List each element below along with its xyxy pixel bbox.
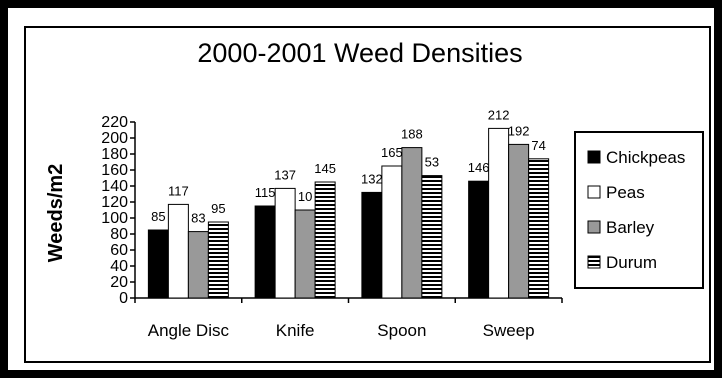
legend-label-durum: Durum — [606, 253, 657, 272]
y-tick-label: 60 — [110, 242, 128, 259]
legend-swatch-barley — [587, 220, 601, 234]
bar-barley — [294, 209, 316, 299]
x-category-label: Knife — [276, 321, 315, 340]
legend-swatch-chickpeas — [587, 150, 601, 164]
data-label: 212 — [488, 107, 510, 122]
data-label: 165 — [381, 145, 403, 160]
bar-barley — [401, 147, 423, 299]
bar-peas — [274, 187, 296, 299]
bar-chickpeas — [468, 180, 490, 299]
bars-group — [147, 127, 550, 299]
data-label: 83 — [191, 211, 205, 226]
y-tick-label: 20 — [110, 274, 128, 291]
data-label: 145 — [314, 161, 336, 176]
y-tick-label: 200 — [101, 130, 128, 147]
y-tick-label: 180 — [101, 146, 128, 163]
legend-label-peas: Peas — [606, 183, 645, 202]
legend-swatch-durum — [587, 255, 601, 269]
x-category-label: Sweep — [483, 321, 535, 340]
y-tick-label: 140 — [101, 178, 128, 195]
bar-barley — [187, 231, 209, 299]
chart-title: 2000-2001 Weed Densities — [197, 38, 522, 68]
bar-durum — [421, 175, 443, 299]
bar-peas — [488, 127, 510, 299]
data-label: 115 — [255, 185, 276, 200]
y-tick-label: 40 — [110, 258, 128, 275]
y-tick-label: 0 — [119, 290, 128, 307]
data-label: 74 — [531, 138, 545, 153]
bar-durum — [207, 221, 229, 299]
y-tick-label: 100 — [101, 210, 128, 227]
data-label: 132 — [361, 171, 383, 186]
data-label: 53 — [425, 155, 439, 170]
data-label: 10 — [298, 189, 312, 204]
data-label: 117 — [168, 183, 189, 198]
bar-durum — [528, 158, 550, 299]
x-category-label: Angle Disc — [148, 321, 230, 340]
data-label: 137 — [274, 167, 296, 182]
x-category-label: Spoon — [377, 321, 426, 340]
bar-peas — [167, 203, 189, 299]
legend-label-chickpeas: Chickpeas — [606, 148, 685, 167]
legend-swatch-peas — [587, 185, 601, 199]
y-axis-label: Weeds/m2 — [45, 164, 67, 263]
bar-durum — [314, 181, 336, 299]
data-label: 85 — [151, 209, 165, 224]
bar-chickpeas — [254, 205, 276, 299]
bar-chickpeas — [361, 191, 383, 299]
y-tick-label: 160 — [101, 162, 128, 179]
data-label: 95 — [211, 201, 225, 216]
y-tick-label: 80 — [110, 226, 128, 243]
bar-chickpeas — [147, 229, 169, 299]
data-label: 188 — [401, 127, 423, 142]
bar-barley — [508, 143, 530, 299]
bar-peas — [381, 165, 403, 299]
legend-label-barley: Barley — [606, 218, 655, 237]
legend: Chickpeas Peas Barley Durum — [574, 131, 704, 289]
y-tick-label: 220 — [101, 114, 128, 131]
data-label: 146 — [468, 160, 490, 175]
data-label: 192 — [508, 123, 530, 138]
y-tick-label: 120 — [101, 194, 128, 211]
